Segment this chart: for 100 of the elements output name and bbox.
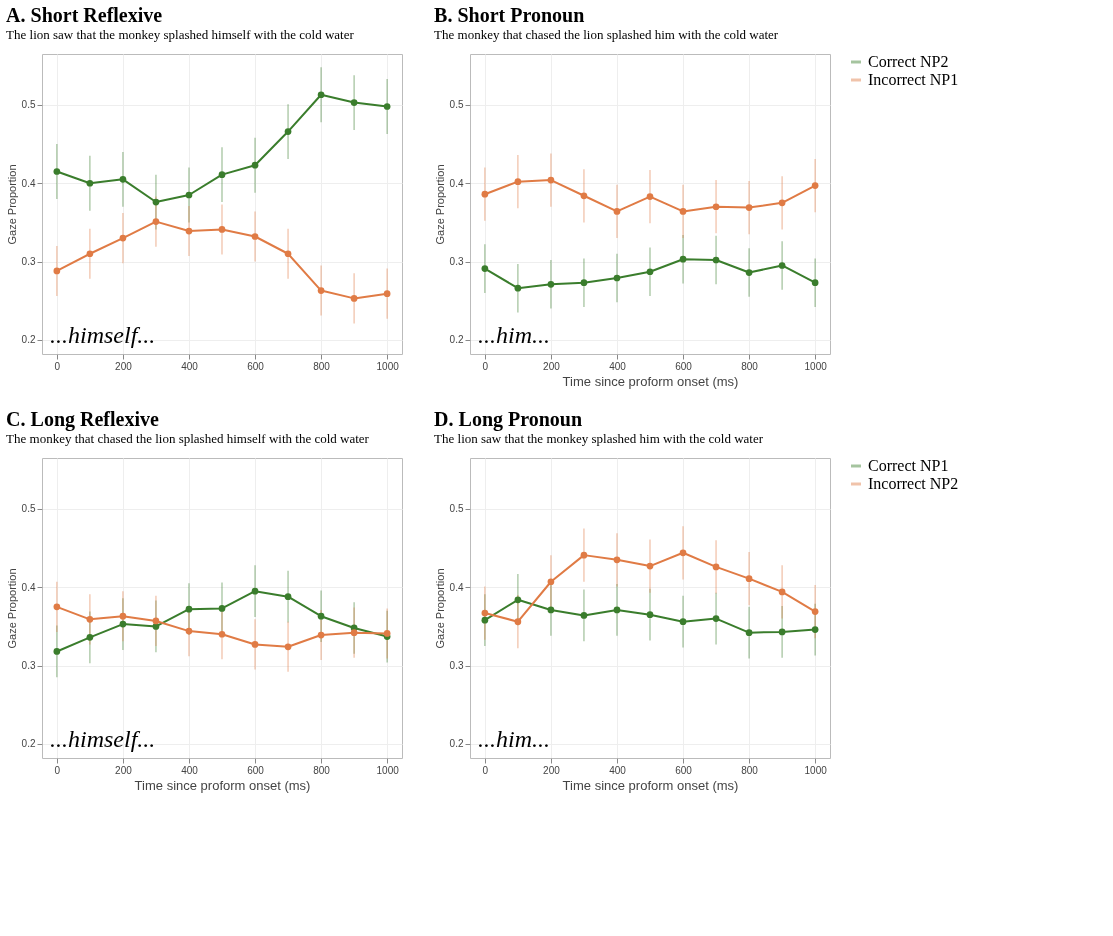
legend-label: Incorrect NP1 bbox=[868, 71, 959, 88]
x-axis-title: Time since proform onset (ms) bbox=[562, 373, 739, 389]
x-tick-label: 800 bbox=[741, 360, 759, 372]
x-tick-label: 400 bbox=[609, 360, 627, 372]
point bbox=[745, 629, 753, 637]
point bbox=[514, 284, 522, 292]
y-axis-title: Gaze Proportion bbox=[433, 568, 446, 649]
y-tick-label: 0.2 bbox=[449, 738, 464, 750]
x-tick-label: 400 bbox=[181, 764, 199, 776]
point bbox=[712, 563, 720, 571]
point bbox=[580, 551, 588, 559]
x-tick-label: 1000 bbox=[376, 360, 400, 372]
point bbox=[119, 620, 127, 628]
point bbox=[251, 161, 259, 169]
y-tick-label: 0.4 bbox=[449, 581, 464, 593]
x-tick-label: 1000 bbox=[804, 764, 828, 776]
point bbox=[119, 234, 127, 242]
chart-title: D. Long Pronoun bbox=[434, 408, 583, 431]
x-tick-label: 200 bbox=[543, 764, 561, 776]
point bbox=[679, 255, 687, 263]
point bbox=[53, 648, 61, 655]
point bbox=[481, 609, 489, 617]
annotation: ...him... bbox=[478, 726, 550, 752]
y-tick-label: 0.4 bbox=[21, 581, 36, 593]
y-tick-label: 0.2 bbox=[449, 334, 464, 346]
point bbox=[86, 616, 94, 623]
y-tick-label: 0.3 bbox=[449, 256, 464, 268]
point bbox=[251, 641, 259, 648]
x-tick-label: 0 bbox=[482, 764, 489, 776]
point bbox=[53, 267, 61, 275]
point bbox=[646, 562, 654, 570]
point bbox=[778, 588, 786, 596]
point bbox=[86, 634, 94, 641]
point bbox=[481, 265, 489, 272]
point bbox=[580, 279, 588, 287]
point bbox=[613, 606, 621, 614]
x-tick-label: 200 bbox=[115, 360, 133, 372]
y-tick-label: 0.2 bbox=[21, 738, 36, 750]
point bbox=[86, 250, 94, 258]
point bbox=[547, 606, 555, 614]
point bbox=[481, 616, 489, 624]
y-tick-label: 0.4 bbox=[21, 177, 36, 189]
point bbox=[745, 575, 753, 582]
x-tick-label: 1000 bbox=[804, 360, 828, 372]
point bbox=[745, 204, 753, 211]
chart-subtitle: The lion saw that the monkey splashed himself with the cold water bbox=[6, 27, 355, 42]
point bbox=[218, 630, 226, 638]
x-tick-label: 600 bbox=[675, 764, 693, 776]
point bbox=[712, 203, 720, 211]
point bbox=[613, 274, 621, 282]
point bbox=[811, 608, 819, 615]
y-tick-label: 0.5 bbox=[21, 503, 36, 515]
chart-subtitle: The monkey that chased the lion splashed him with the cold water bbox=[434, 27, 779, 42]
x-tick-label: 400 bbox=[609, 764, 627, 776]
chart-title: A. Short Reflexive bbox=[6, 4, 163, 26]
point bbox=[811, 182, 819, 189]
point bbox=[646, 193, 654, 200]
point bbox=[284, 250, 292, 258]
point bbox=[350, 99, 358, 106]
point bbox=[646, 268, 654, 276]
point bbox=[317, 631, 325, 639]
point bbox=[514, 618, 522, 626]
y-axis-title: Gaze Proportion bbox=[5, 164, 18, 245]
x-tick-label: 800 bbox=[741, 764, 759, 776]
point bbox=[284, 593, 292, 600]
point bbox=[218, 171, 226, 178]
point bbox=[317, 612, 325, 620]
y-tick-label: 0.5 bbox=[21, 99, 36, 111]
point bbox=[811, 279, 819, 287]
point bbox=[185, 191, 193, 199]
annotation: ...himself... bbox=[50, 726, 156, 752]
chart-subtitle: The lion saw that the monkey splashed him with the cold water bbox=[434, 431, 764, 446]
point bbox=[218, 605, 226, 612]
point bbox=[185, 605, 193, 613]
point bbox=[152, 198, 160, 206]
annotation: ...him... bbox=[478, 322, 550, 348]
point bbox=[251, 233, 259, 240]
point bbox=[481, 190, 489, 198]
point bbox=[53, 603, 61, 611]
point bbox=[152, 617, 160, 625]
x-tick-label: 400 bbox=[181, 360, 199, 372]
point bbox=[679, 549, 687, 557]
chart-subtitle: The monkey that chased the lion splashed himself with the cold water bbox=[6, 431, 370, 446]
point bbox=[547, 176, 555, 184]
x-axis-title: Time since proform onset (ms) bbox=[134, 777, 311, 793]
point bbox=[119, 612, 127, 620]
x-tick-label: 600 bbox=[247, 764, 265, 776]
point bbox=[745, 269, 753, 276]
point bbox=[284, 643, 292, 651]
point bbox=[646, 611, 654, 619]
legend-label: Incorrect NP2 bbox=[868, 475, 959, 492]
point bbox=[613, 208, 621, 215]
y-tick-label: 0.2 bbox=[21, 334, 36, 346]
x-tick-label: 600 bbox=[675, 360, 693, 372]
chart-title: B. Short Pronoun bbox=[434, 4, 585, 26]
point bbox=[514, 178, 522, 186]
point bbox=[119, 175, 127, 183]
point bbox=[712, 256, 720, 264]
point bbox=[53, 168, 61, 175]
point bbox=[251, 587, 259, 595]
